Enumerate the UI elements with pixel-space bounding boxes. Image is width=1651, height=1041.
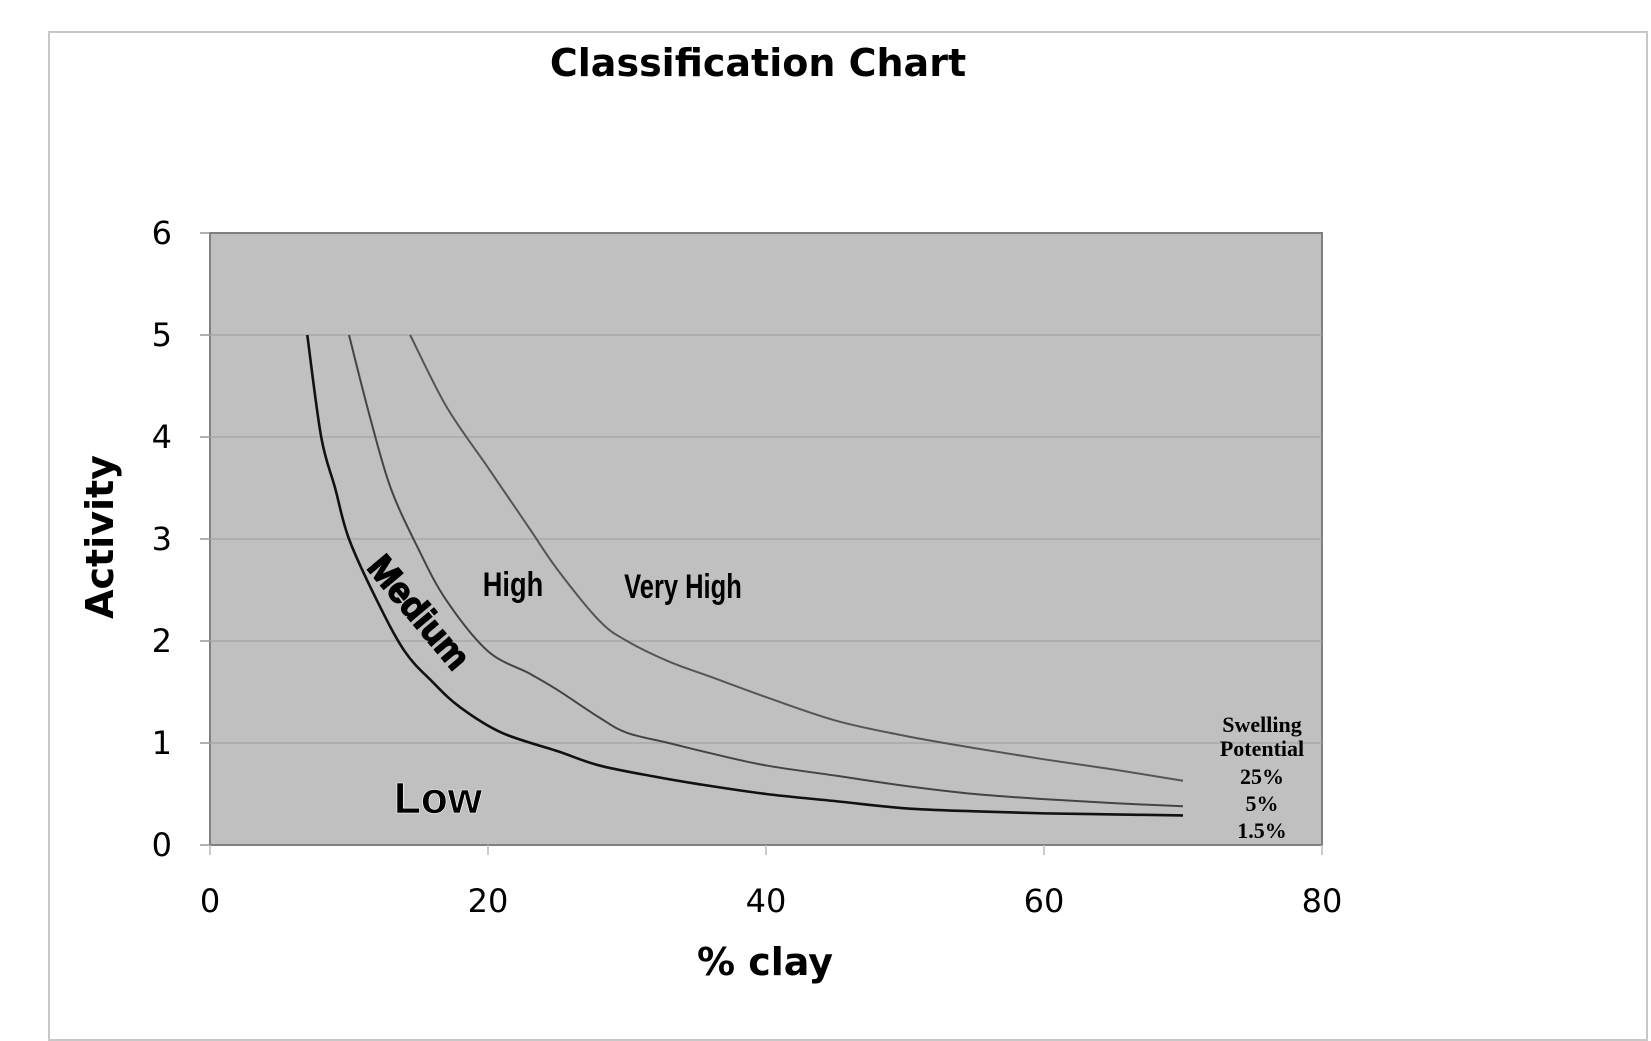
x-tick-label: 20	[468, 882, 509, 920]
y-tick-label: 1	[152, 724, 172, 762]
zone-label-very-high: Very High	[624, 569, 742, 606]
zone-label-high: High	[483, 565, 543, 604]
y-axis-ticks: 0 1 2 3 4 5 6	[152, 214, 210, 864]
legend-entry-1-5: 1.5%	[1237, 818, 1287, 843]
x-tick-label: 0	[200, 882, 220, 920]
zone-label-low: Low	[394, 774, 483, 823]
legend-title-line1: Swelling	[1222, 712, 1301, 737]
chart-title: Classification Chart	[550, 41, 966, 85]
x-tick-label: 40	[746, 882, 787, 920]
y-axis-label: Activity	[78, 455, 122, 619]
y-tick-label: 0	[152, 826, 172, 864]
y-tick-label: 4	[152, 418, 172, 456]
legend: Swelling Potential 25% 5% 1.5%	[1220, 712, 1304, 843]
y-tick-label: 6	[152, 214, 172, 252]
y-tick-label: 2	[152, 622, 172, 660]
swelling-curves	[306, 334, 1184, 817]
gridlines	[210, 334, 1322, 744]
legend-entry-25: 25%	[1240, 764, 1284, 789]
curve-1-5pct	[306, 334, 1184, 817]
x-axis-ticks: 0 20 40 60 80	[200, 845, 1343, 920]
x-tick-label: 60	[1024, 882, 1065, 920]
curve-25pct	[409, 334, 1184, 782]
legend-title-line2: Potential	[1220, 736, 1304, 761]
x-tick-label: 80	[1302, 882, 1343, 920]
y-tick-label: 5	[152, 316, 172, 354]
x-axis-label: % clay	[697, 940, 833, 984]
curve-5pct	[348, 334, 1184, 808]
y-tick-label: 3	[152, 520, 172, 558]
legend-entry-5: 5%	[1246, 791, 1279, 816]
